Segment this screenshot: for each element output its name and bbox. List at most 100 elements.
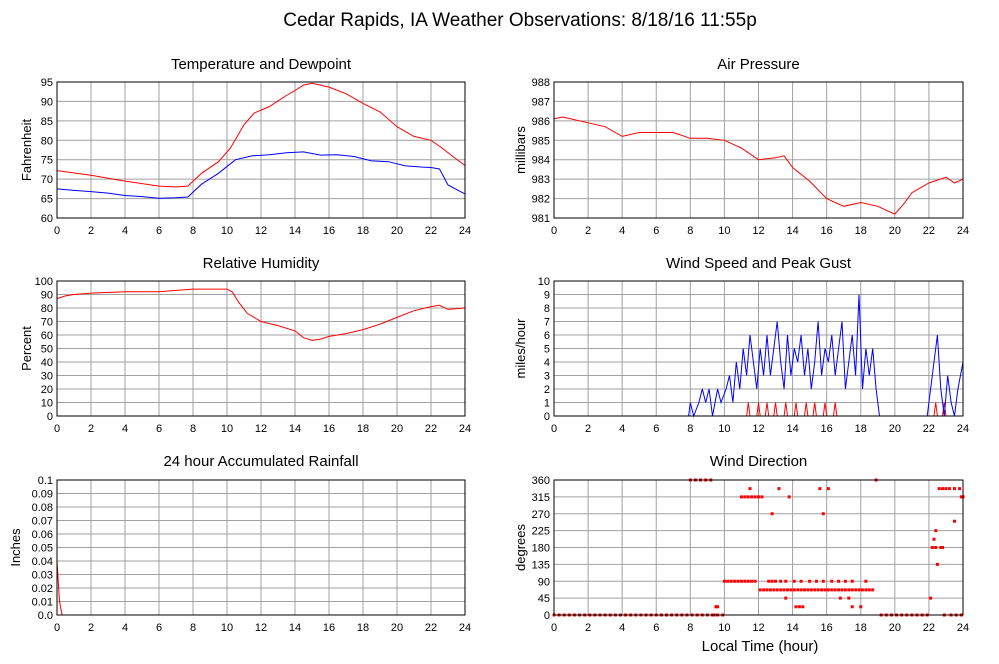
direction-point: [796, 588, 800, 592]
humidity-y-tick-label: 20: [41, 384, 53, 396]
pressure-y-tick-label: 988: [532, 77, 550, 89]
direction-point: [743, 495, 747, 499]
direction-x-tick-label: 18: [855, 622, 867, 634]
direction-point: [826, 588, 830, 592]
direction-y-tick-label: 135: [532, 559, 550, 571]
direction-point: [958, 487, 962, 491]
pressure-y-tick-label: 986: [532, 116, 550, 128]
humidity-y-tick-label: 10: [41, 398, 53, 410]
direction-point: [847, 596, 851, 600]
direction-point: [857, 588, 861, 592]
wind-y-tick-label: 2: [544, 384, 550, 396]
direction-point: [760, 495, 764, 499]
temperature-chart: 0 2 4 6 8 10 12 14 16 18 20 22 246065707580859095Tem…: [19, 56, 471, 237]
humidity-x-tick-label: 6: [156, 423, 162, 435]
direction-point: [843, 588, 847, 592]
temperature-plot-frame: [56, 81, 466, 219]
direction-chart-title: Wind Direction: [710, 453, 808, 470]
direction-point: [959, 495, 963, 499]
wind-x-tick-label: 24: [957, 423, 969, 435]
direction-point: [739, 579, 743, 583]
pressure-x-tick-label: 4: [619, 225, 625, 237]
direction-point: [750, 579, 754, 583]
humidity-plot-frame: [56, 280, 466, 417]
direction-point: [947, 487, 951, 491]
direction-point: [746, 495, 750, 499]
pressure-chart: 0 2 4 6 8 10 12 14 16 18 20 22 249819829839849859869…: [513, 56, 969, 237]
direction-chart: 0 2 4 6 8 10 12 14 16 18 20 22 240459013518022527031…: [513, 453, 969, 634]
pressure-y-tick-label: 983: [532, 174, 550, 186]
direction-point: [806, 588, 810, 592]
direction-point: [864, 579, 868, 583]
direction-point: [847, 588, 851, 592]
direction-point: [801, 605, 805, 609]
wind-x-tick-label: 22: [923, 423, 935, 435]
direction-point: [792, 579, 796, 583]
wind-series-1-line: [554, 294, 964, 418]
direction-point: [782, 588, 786, 592]
temperature-x-tick-label: 10: [221, 225, 233, 237]
direction-point: [929, 596, 933, 600]
rain-x-tick-label: 2: [88, 622, 94, 634]
temperature-x-tick-label: 6: [156, 225, 162, 237]
pressure-x-tick-label: 14: [786, 225, 798, 237]
pressure-x-tick-label: 6: [653, 225, 659, 237]
humidity-y-tick-label: 70: [41, 317, 53, 329]
wind-x-tick-label: 12: [752, 423, 764, 435]
direction-point: [789, 588, 793, 592]
wind-chart-title: Wind Speed and Peak Gust: [666, 255, 852, 272]
humidity-chart-title: Relative Humidity: [203, 255, 320, 272]
pressure-x-tick-label: 16: [821, 225, 833, 237]
direction-point: [785, 588, 789, 592]
direction-point: [775, 588, 779, 592]
humidity-y-tick-label: 80: [41, 303, 53, 315]
direction-point: [739, 495, 743, 499]
direction-point: [816, 588, 820, 592]
wind-x-tick-label: 18: [855, 423, 867, 435]
rain-x-tick-label: 10: [221, 622, 233, 634]
rain-y-tick-label: 0.04: [32, 556, 53, 568]
direction-point: [939, 546, 943, 549]
temperature-x-tick-label: 24: [459, 225, 471, 237]
rain-chart: 0 2 4 6 8 10 12 14 16 18 20 22 240.00.010.020.030.04…: [8, 453, 471, 634]
rain-x-tick-label: 0: [54, 622, 60, 634]
direction-point: [736, 579, 740, 583]
direction-point: [838, 596, 842, 600]
direction-y-tick-label: 180: [532, 543, 550, 555]
pressure-y-tick-label: 987: [532, 96, 550, 108]
direction-point: [932, 537, 936, 541]
temperature-y-tick-label: 65: [41, 194, 53, 206]
direction-x-tick-label: 0: [551, 622, 557, 634]
direction-point: [799, 588, 803, 592]
direction-point: [770, 512, 774, 516]
direction-point: [750, 495, 754, 499]
direction-point: [840, 588, 844, 592]
wind-plot-frame: [553, 280, 964, 417]
direction-point: [768, 588, 772, 592]
temperature-y-axis-label: Fahrenheit: [19, 119, 34, 182]
direction-point: [772, 588, 776, 592]
direction-point: [767, 579, 771, 583]
direction-y-tick-label: 360: [532, 475, 550, 487]
direction-point: [779, 579, 783, 583]
pressure-chart-title: Air Pressure: [717, 56, 800, 73]
direction-point: [753, 579, 757, 583]
humidity-x-tick-label: 4: [122, 423, 128, 435]
humidity-y-tick-label: 0: [47, 411, 53, 423]
humidity-x-tick-label: 20: [391, 423, 403, 435]
direction-point: [714, 605, 718, 609]
humidity-y-tick-label: 60: [41, 330, 53, 342]
direction-point: [837, 579, 841, 583]
direction-point: [826, 487, 830, 491]
direction-point: [850, 605, 854, 609]
direction-point: [753, 495, 757, 499]
direction-point: [770, 579, 774, 583]
wind-y-tick-label: 1: [544, 398, 550, 410]
direction-x-tick-label: 14: [786, 622, 798, 634]
pressure-x-tick-label: 10: [718, 225, 730, 237]
direction-point: [794, 605, 798, 609]
direction-point: [864, 588, 868, 592]
rain-y-tick-label: 0.08: [32, 502, 53, 514]
direction-point: [799, 579, 803, 583]
direction-x-tick-label: 20: [889, 622, 901, 634]
